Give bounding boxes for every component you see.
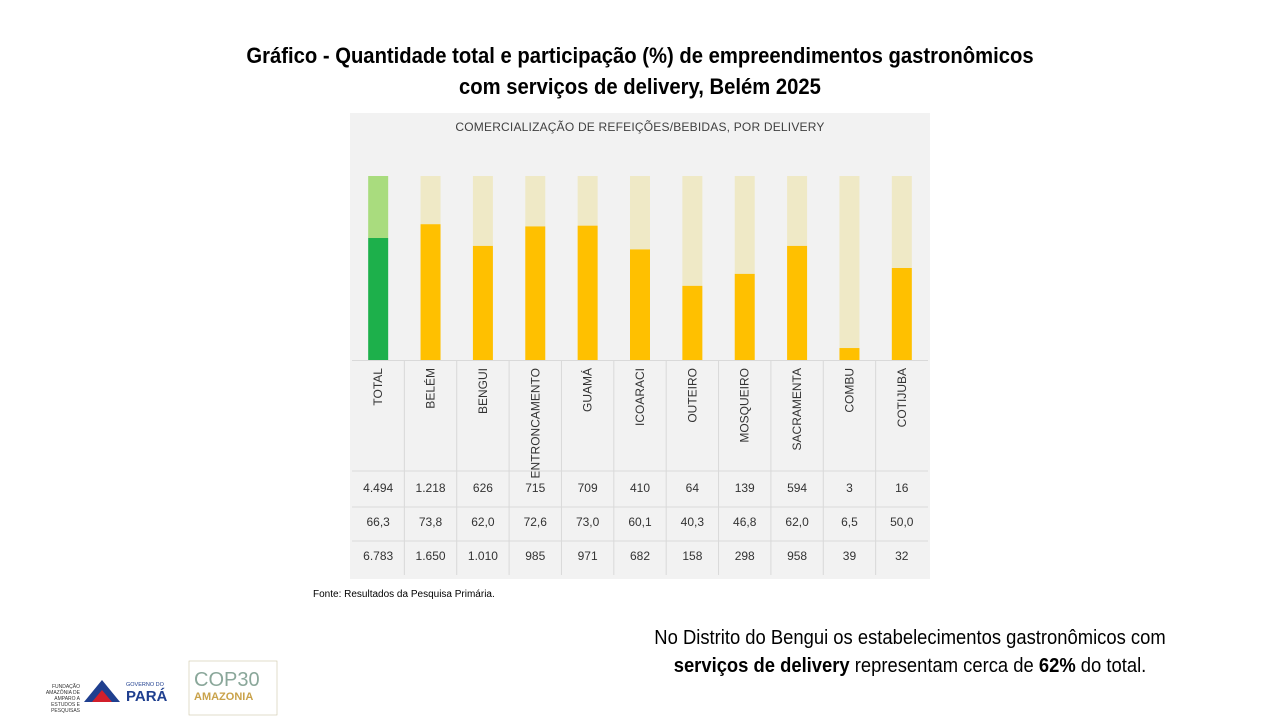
table-cell: 62,0 [471,515,495,529]
bar-remainder [891,176,912,268]
footer-logos: FUNDAÇÃO AMAZÔNIA DE AMPARO A ESTUDOS E … [30,660,280,720]
bar-remainder [525,176,546,227]
category-label: TOTAL [371,368,385,406]
para-text: PARÁ [126,688,168,705]
summary-note: No Distrito do Bengui os estabelecimento… [643,624,1177,680]
table-cell: 958 [787,549,807,563]
source-note: Fonte: Resultados da Pesquisa Primária. [313,589,495,600]
note-post: do total. [1075,655,1147,677]
bar-delivery [420,224,441,360]
category-label: SACRAMENTA [790,368,804,450]
category-label: MOSQUEIRO [738,368,752,443]
table-cell: 72,6 [524,515,548,529]
cop-text: COP30 [194,669,260,691]
note-pre: No Distrito do Bengui os estabelecimento… [654,627,1166,649]
chart-title: COMERCIALIZAÇÃO DE REFEIÇÕES/BEBIDAS, PO… [455,120,825,134]
note-mid: representam cerca de [849,655,1039,677]
bar-remainder [839,176,860,349]
bar-delivery [577,225,598,360]
bar-delivery [839,348,860,360]
table-cell: 410 [630,481,650,495]
table-cell: 66,3 [367,515,391,529]
bar-delivery [472,245,493,360]
category-label: GUAMÁ [580,368,595,412]
category-label: COMBU [842,368,856,413]
bar-remainder [787,176,808,246]
table-cell: 3 [846,481,853,495]
table-cell: 16 [895,481,909,495]
category-label: ICOARACI [633,368,647,426]
table-cell: 73,0 [576,515,600,529]
bar-delivery [787,245,808,360]
governo-para-logo: GOVERNO DO PARÁ [84,680,168,705]
bar-delivery [891,268,912,360]
bar-delivery [368,238,389,360]
table-cell: 715 [525,481,545,495]
bar-remainder [420,176,441,225]
amazonia-text: AMAZONIA [194,691,253,703]
note-bold-percent: 62% [1038,655,1076,677]
bar-delivery [525,226,546,360]
delivery-chart: TOTAL BELÉM BENGUI ENTRONCAMENTO GUAMÁ ICOARA… [352,176,928,575]
category-label: BELÉM [423,368,438,409]
table-cell: 64 [686,481,700,495]
table-cell: 1.010 [468,549,498,563]
table-cell: 158 [682,549,702,563]
bar-remainder [577,176,598,226]
slide-title-line2: com serviços de delivery, Belém 2025 [459,74,821,99]
category-label: OUTEIRO [685,368,699,423]
table-cell: 32 [895,549,909,563]
fapespa-logo-text: FUNDAÇÃO AMAZÔNIA DE AMPARO A ESTUDOS E … [45,684,80,714]
bar-remainder [682,176,703,286]
table-cell: 139 [735,481,755,495]
table-cell: 62,0 [785,515,809,529]
table-cell: 60,1 [628,515,652,529]
table-cell: 1.218 [416,481,446,495]
bar-remainder [368,176,389,239]
table-cell: 985 [525,549,545,563]
table-cell: 6,5 [841,515,858,529]
table-cell: 1.650 [416,549,446,563]
bar-delivery [630,249,650,360]
table-cell: 594 [787,481,807,495]
table-cell: 298 [735,549,755,563]
table-cell: 709 [578,481,598,495]
note-bold-delivery: serviços de delivery [673,655,850,677]
bar-delivery [734,273,755,360]
table-cell: 73,8 [419,515,443,529]
table-cell: 40,3 [681,515,705,529]
governo-text: GOVERNO DO [126,682,165,688]
bar-remainder [630,176,650,250]
category-label: BENGUI [476,368,490,414]
slide-title-line1: Gráfico - Quantidade total e participaçã… [246,43,1034,68]
table-cell: 6.783 [363,549,393,563]
category-label: ENTRONCAMENTO [528,368,542,478]
cop30-logo: COP30 AMAZONIA [188,660,278,716]
bar-delivery [682,285,703,360]
table-cell: 39 [843,549,857,563]
category-label: COTIJUBA [895,368,909,427]
table-cell: 4.494 [363,481,393,495]
table-cell: 50,0 [890,515,914,529]
table-cell: 971 [578,549,598,563]
slide-title: Gráfico - Quantidade total e participaçã… [180,40,1100,102]
bar-remainder [472,176,493,246]
table-cell: 682 [630,549,650,563]
bar-remainder [734,176,755,274]
table-cell: 626 [473,481,493,495]
table-cell: 46,8 [733,515,757,529]
